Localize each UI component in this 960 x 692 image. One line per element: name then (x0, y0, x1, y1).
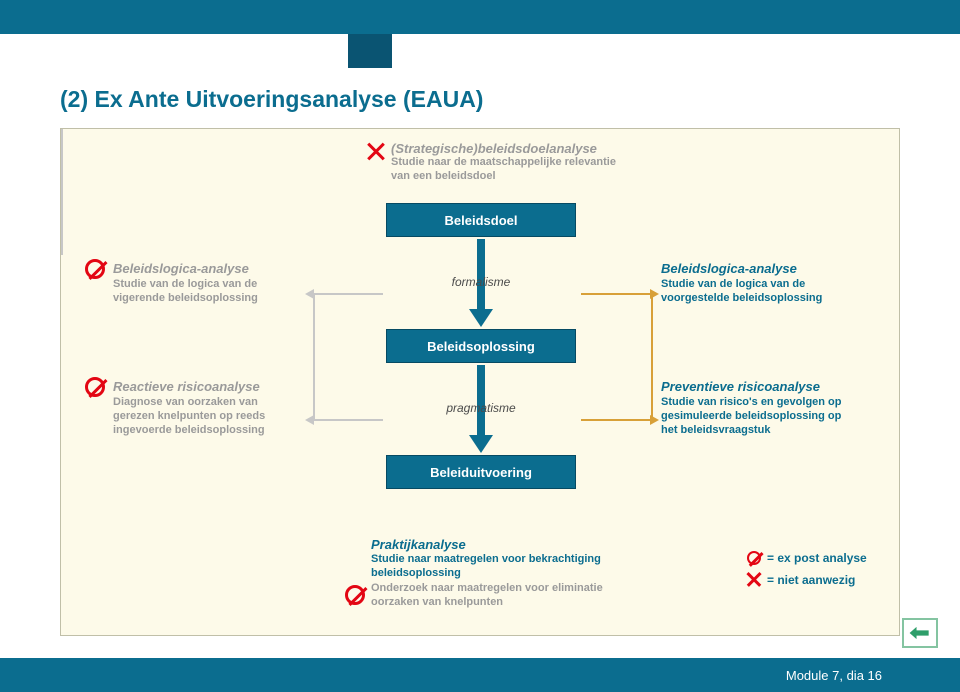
left-b1-head: Beleidslogica-analyse (113, 261, 343, 277)
return-button[interactable] (902, 618, 938, 648)
ban-icon (85, 259, 105, 279)
left-b2-sub1: Diagnose van oorzaken van (113, 396, 343, 410)
bottom-l1: Studie naar maatregelen voor bekrachtigi… (371, 552, 701, 566)
slide-number: Module 7, dia 16 (786, 668, 882, 683)
top-analysis-head: (Strategische)beleidsdoelanalyse (391, 141, 731, 156)
top-analysis-sub1: Studie naar de maatschappelijke relevant… (391, 156, 731, 170)
bottom-head: Praktijkanalyse (371, 537, 701, 552)
legend-row: = ex post analyse (741, 547, 867, 569)
x-icon (747, 573, 761, 587)
left-b2-sub2: gerezen knelpunten op reeds (113, 410, 343, 424)
diagram-frame: (Strategische)beleidsdoelanalyse Studie … (60, 128, 900, 636)
left-b1-sub2: vigerende beleidsoplossing (113, 292, 343, 306)
right-b2-sub1: Studie van risico's en gevolgen op (661, 396, 893, 410)
left-block-logica: Beleidslogica-analyse Studie van de logi… (113, 261, 343, 306)
right-b1-sub1: Studie van de logica van de (661, 278, 893, 292)
left-b1-sub1: Studie van de logica van de (113, 278, 343, 292)
left-b2-sub3: ingevoerde beleidsoplossing (113, 424, 343, 438)
flow-label-pragmatisme: pragmatisme (353, 401, 609, 415)
flow-box-beleidsoplossing: Beleidsoplossing (386, 329, 576, 363)
right-b1-sub2: voorgestelde beleidsoplossing (661, 292, 893, 306)
bottom-block-praktijk: Praktijkanalyse Studie naar maatregelen … (371, 537, 701, 609)
footer-bar: Module 7, dia 16 (0, 658, 960, 692)
page-title: (2) Ex Ante Uitvoeringsanalyse (EAUA) (60, 86, 483, 113)
header-bar (0, 0, 960, 34)
legend: = ex post analyse = niet aanwezig (741, 547, 867, 591)
bottom-l4: oorzaken van knelpunten (371, 595, 701, 609)
x-icon (367, 143, 385, 161)
legend-label-1: = ex post analyse (767, 551, 867, 565)
flow-box-beleiduitvoering: Beleiduitvoering (386, 455, 576, 489)
right-b1-head: Beleidslogica-analyse (661, 261, 893, 277)
right-b2-sub3: het beleidsvraagstuk (661, 424, 893, 438)
right-b2-head: Preventieve risicoanalyse (661, 379, 893, 395)
right-b2-sub2: gesimuleerde beleidsoplossing op (661, 410, 893, 424)
ban-icon (345, 585, 365, 605)
connector-bar (651, 293, 653, 419)
legend-label-2: = niet aanwezig (767, 573, 855, 587)
center-flow: Beleidsdoel formalisme Beleidsoplossing … (353, 203, 609, 509)
top-analysis-sub2: van een beleidsdoel (391, 170, 731, 184)
bottom-l2: beleidsoplossing (371, 566, 701, 580)
right-block-logica: Beleidslogica-analyse Studie van de logi… (661, 261, 893, 306)
arrow-right-icon (581, 293, 651, 295)
ban-icon (747, 551, 761, 565)
arrow-right-icon (581, 419, 651, 421)
left-block-reactieve: Reactieve risicoanalyse Diagnose van oor… (113, 379, 343, 438)
bottom-l3: Onderzoek naar maatregelen voor eliminat… (371, 581, 701, 595)
header-tab (348, 34, 392, 68)
connector-bar (61, 129, 63, 255)
ban-icon (85, 377, 105, 397)
right-block-preventieve: Preventieve risicoanalyse Studie van ris… (661, 379, 893, 438)
left-b2-head: Reactieve risicoanalyse (113, 379, 343, 395)
legend-row: = niet aanwezig (741, 569, 867, 591)
top-analysis-block: (Strategische)beleidsdoelanalyse Studie … (391, 141, 731, 184)
flow-box-beleidsdoel: Beleidsdoel (386, 203, 576, 237)
flow-label-formalisme: formalisme (353, 275, 609, 289)
